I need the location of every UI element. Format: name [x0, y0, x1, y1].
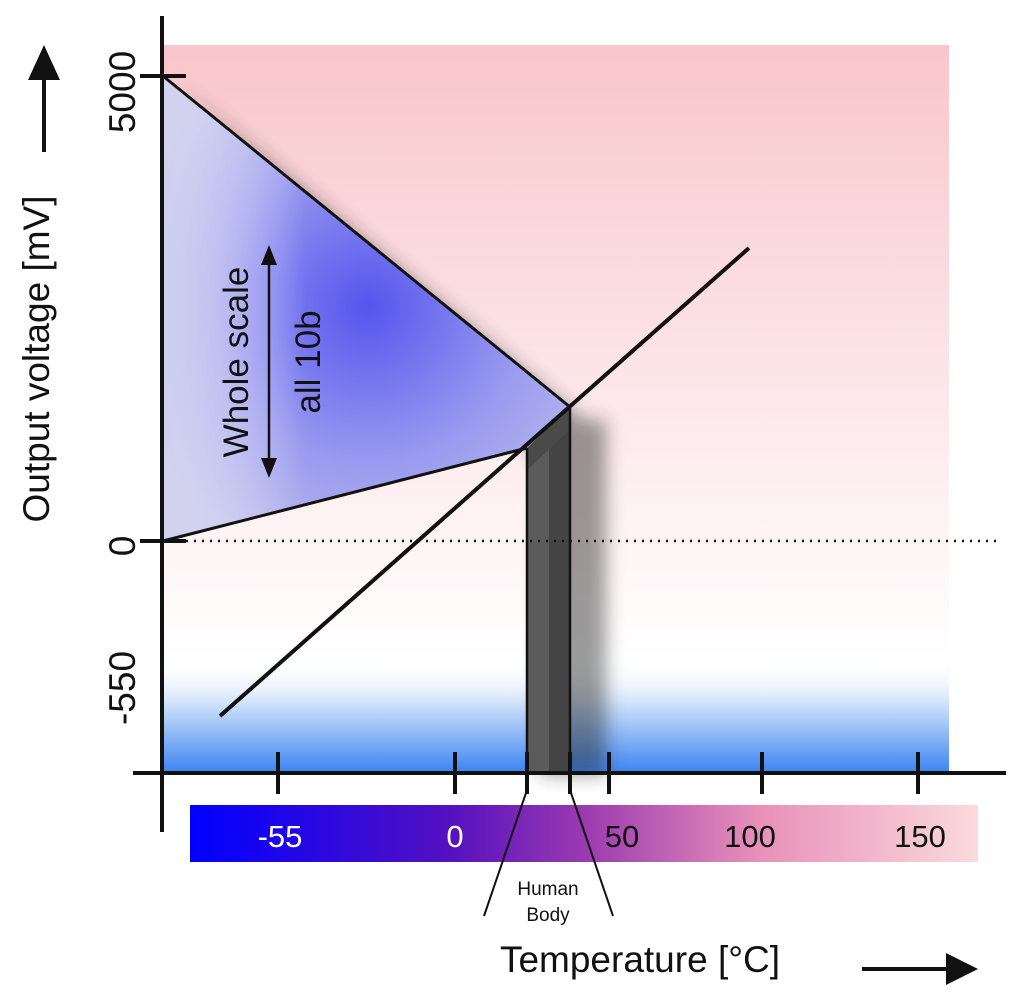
whole-scale-arrow-bottom — [261, 458, 277, 478]
y-label-minus550: -550 — [102, 651, 143, 725]
fan-upper-edge — [162, 74, 571, 409]
scale-label-50: 50 — [605, 819, 639, 854]
fan-lower-edge — [162, 446, 528, 543]
whole-scale-arrow-top — [261, 245, 277, 265]
human-body-callout-left — [483, 789, 528, 917]
human-body-callout-right — [569, 789, 614, 917]
y-label-0: 0 — [102, 536, 143, 557]
human-body-band-top — [527, 407, 570, 470]
human-body-label-line1: Human — [517, 879, 578, 900]
x-axis-arrow-head — [946, 953, 978, 985]
whole-scale-label: Whole scale — [217, 267, 256, 458]
scale-label-100: 100 — [724, 819, 776, 854]
scale-label-minus55: -55 — [258, 819, 303, 854]
y-axis-arrow-head — [28, 45, 60, 80]
sensor-output-line — [218, 246, 751, 718]
fan-sheen — [163, 76, 570, 541]
x-axis-label: Temperature [°C] — [500, 939, 780, 980]
human-body-band-highlight — [549, 430, 570, 773]
scale-label-150: 150 — [894, 819, 946, 854]
y-axis-label: Output voltage [mV] — [16, 195, 57, 522]
human-body-label-line2: Body — [526, 905, 570, 926]
scale-label-0: 0 — [446, 819, 463, 854]
y-label-5000: 5000 — [102, 51, 143, 133]
all-10b-label: all 10b — [289, 310, 328, 413]
